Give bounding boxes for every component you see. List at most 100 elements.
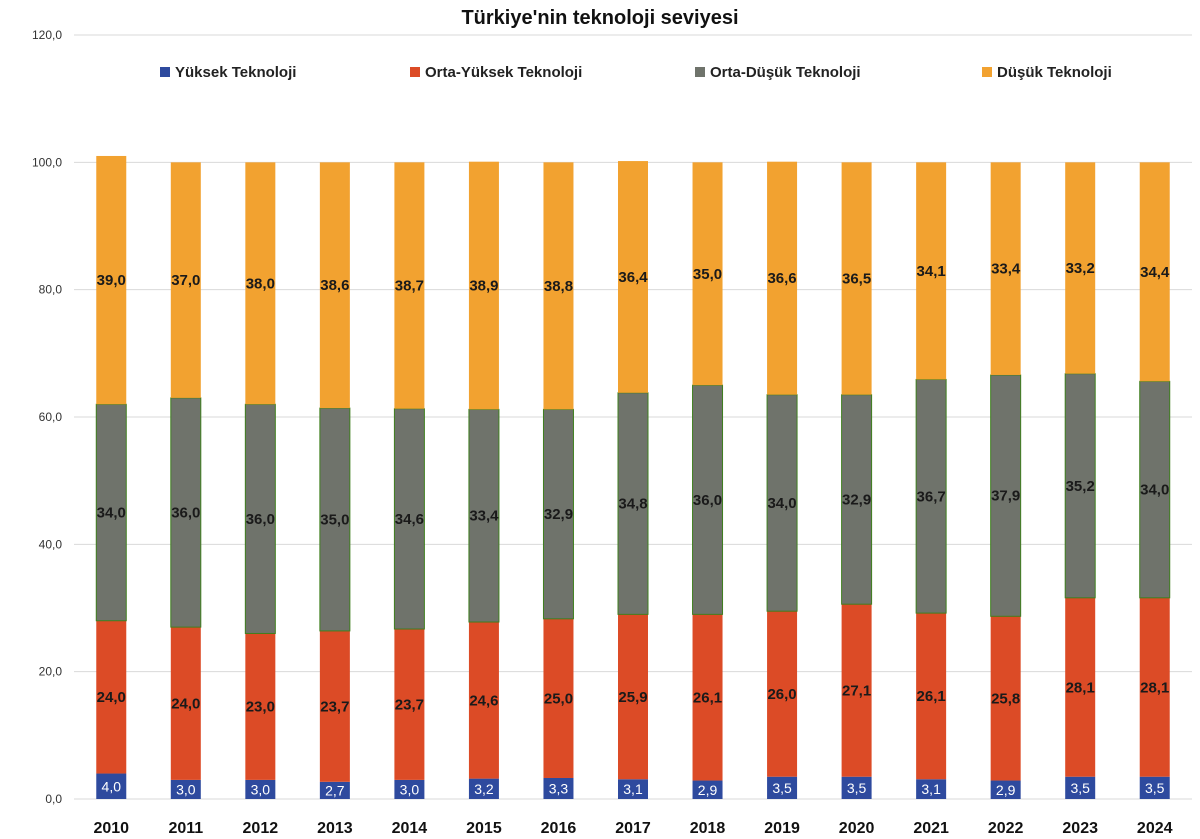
data-label: 3,1 bbox=[623, 781, 643, 797]
x-tick-label: 2023 bbox=[1062, 820, 1098, 837]
bar-segment bbox=[468, 622, 499, 779]
bar-segment bbox=[1065, 597, 1096, 777]
y-axis-ticks: 0,0 20,0 40,0 60,0 80,0 100,0 120,0 bbox=[32, 28, 62, 806]
y-tick-label: 80,0 bbox=[39, 283, 63, 297]
bar-segment bbox=[543, 618, 574, 778]
bar-segment bbox=[767, 611, 798, 777]
data-label: 28,1 bbox=[1140, 679, 1169, 696]
legend-label: Düşük Teknoloji bbox=[997, 64, 1112, 81]
data-label: 24,0 bbox=[171, 696, 200, 713]
bar-segment bbox=[170, 162, 201, 398]
bar-segment bbox=[1064, 373, 1096, 599]
bar-segment bbox=[1139, 380, 1171, 599]
bar-segment bbox=[245, 633, 276, 780]
data-label: 3,5 bbox=[772, 780, 792, 796]
bar-segment bbox=[990, 780, 1021, 799]
bar-segment bbox=[767, 776, 798, 799]
bar-segment bbox=[692, 614, 723, 781]
y-tick-label: 20,0 bbox=[39, 665, 63, 679]
bar-segment bbox=[468, 778, 499, 799]
data-label: 3,0 bbox=[400, 781, 420, 797]
legend-swatch bbox=[160, 67, 170, 77]
bar-segment bbox=[841, 394, 873, 605]
bar-segment bbox=[1139, 162, 1170, 382]
bar-segment bbox=[394, 779, 425, 799]
bar-segment bbox=[468, 161, 499, 410]
bar-segment bbox=[618, 161, 648, 393]
x-tick-label: 2019 bbox=[764, 820, 800, 837]
data-label: 36,4 bbox=[618, 269, 648, 286]
x-tick-label: 2024 bbox=[1137, 820, 1173, 837]
data-label: 34,0 bbox=[97, 505, 126, 522]
data-label: 24,0 bbox=[97, 689, 126, 706]
data-label: 32,9 bbox=[842, 491, 871, 508]
data-label: 33,4 bbox=[991, 261, 1021, 278]
y-tick-label: 0,0 bbox=[45, 792, 62, 806]
data-label: 26,0 bbox=[767, 686, 796, 703]
x-tick-label: 2020 bbox=[839, 820, 875, 837]
data-label: 3,2 bbox=[474, 781, 494, 797]
data-label: 2,9 bbox=[698, 782, 718, 798]
bar-segment bbox=[766, 394, 798, 612]
data-label: 3,5 bbox=[847, 780, 867, 796]
bar-segment bbox=[1065, 162, 1096, 374]
data-label: 2,9 bbox=[996, 782, 1016, 798]
data-label: 34,4 bbox=[1140, 264, 1170, 281]
data-label: 24,6 bbox=[469, 692, 498, 709]
data-labels: 4,0 24,0 34,0 39,0 3,0 24,0 36,0 37,0 3,0 23,0 36,… bbox=[97, 260, 1170, 798]
bar-segment bbox=[319, 630, 350, 782]
y-tick-label: 60,0 bbox=[39, 410, 63, 424]
data-label: 36,5 bbox=[842, 271, 871, 288]
y-tick-label: 40,0 bbox=[39, 537, 63, 551]
x-tick-label: 2017 bbox=[615, 820, 651, 837]
bar-segment bbox=[841, 604, 872, 777]
bar-segment bbox=[841, 162, 872, 395]
data-label: 3,5 bbox=[1070, 780, 1090, 796]
data-label: 3,0 bbox=[176, 781, 196, 797]
x-tick-label: 2011 bbox=[168, 820, 203, 837]
data-label: 35,0 bbox=[320, 512, 349, 529]
bar-segment bbox=[617, 392, 649, 615]
data-label: 39,0 bbox=[97, 272, 126, 289]
bar-segment bbox=[319, 407, 351, 632]
data-label: 38,9 bbox=[469, 278, 498, 295]
bar-segment bbox=[170, 779, 201, 799]
bar-segment bbox=[915, 378, 947, 614]
legend-swatch bbox=[982, 67, 992, 77]
x-tick-label: 2012 bbox=[243, 820, 279, 837]
legend-label: Yüksek Teknoloji bbox=[175, 64, 296, 81]
x-tick-label: 2021 bbox=[913, 820, 949, 837]
bars bbox=[95, 155, 1171, 799]
data-label: 38,7 bbox=[395, 278, 424, 295]
bar-segment bbox=[394, 162, 425, 409]
bar-segment bbox=[841, 776, 872, 799]
data-label: 34,6 bbox=[395, 511, 424, 528]
bar-segment bbox=[916, 162, 947, 380]
y-tick-label: 100,0 bbox=[32, 155, 62, 169]
bar-segment bbox=[95, 403, 127, 622]
bar-segment bbox=[96, 155, 127, 405]
data-label: 25,9 bbox=[618, 689, 647, 706]
data-label: 34,0 bbox=[1140, 482, 1169, 499]
bar-segment bbox=[394, 629, 425, 780]
bar-segment bbox=[916, 613, 947, 780]
bar-segment bbox=[692, 780, 723, 799]
bar-segment bbox=[319, 781, 350, 799]
data-label: 28,1 bbox=[1066, 679, 1095, 696]
bar-segment bbox=[990, 616, 1021, 781]
data-label: 34,8 bbox=[618, 496, 647, 513]
bar-segment bbox=[767, 161, 798, 395]
x-tick-label: 2022 bbox=[988, 820, 1024, 837]
bar-segment bbox=[96, 620, 127, 774]
data-label: 33,4 bbox=[469, 508, 499, 525]
data-label: 26,1 bbox=[693, 689, 722, 706]
data-label: 36,0 bbox=[693, 492, 722, 509]
data-label: 3,5 bbox=[1145, 780, 1165, 796]
data-label: 23,7 bbox=[395, 696, 424, 713]
bar-segment bbox=[1065, 776, 1096, 799]
bar-segment bbox=[543, 162, 574, 410]
x-tick-label: 2014 bbox=[392, 820, 428, 837]
data-label: 4,0 bbox=[102, 778, 122, 794]
data-label: 37,9 bbox=[991, 488, 1020, 505]
